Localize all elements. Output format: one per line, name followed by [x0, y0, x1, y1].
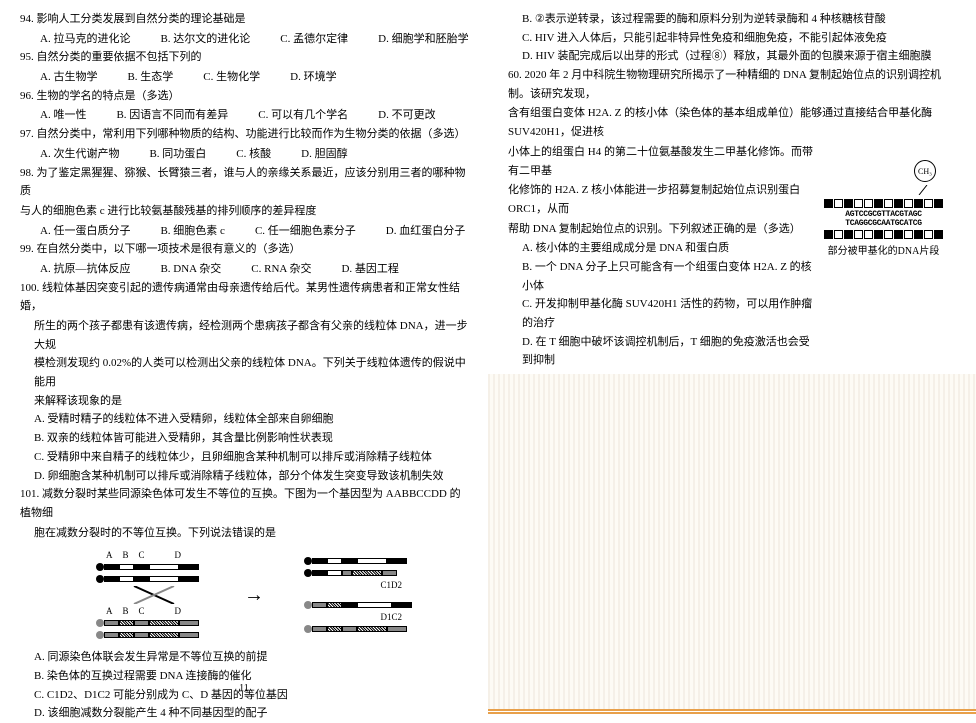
chromosome-diagram: A B C D A B C D → C1D2 D1C2 — [20, 550, 468, 640]
label-b2: B — [123, 606, 129, 616]
q94-text: 94. 影响人工分类发展到自然分类的理论基础是 — [20, 10, 468, 29]
q99-text: 99. 在自然分类中，以下哪一项技术是很有意义的（多选） — [20, 240, 468, 259]
right-page: B. ②表示逆转录，该过程需要的酶和原料分别为逆转录酶和 4 种核糖核苷酸 C.… — [488, 0, 976, 714]
q96-opt-b: B. 因语言不同而有差异 — [116, 106, 228, 125]
q99-opt-a: A. 抗原—抗体反应 — [40, 260, 130, 279]
q95-text: 95. 自然分类的重要依据不包括下列的 — [20, 48, 468, 67]
q97-options: A. 次生代谢产物 B. 同功蛋白 C. 核酸 D. 胆固醇 — [20, 145, 468, 164]
q97-opt-b: B. 同功蛋白 — [149, 145, 206, 164]
prev-opt-d: D. HIV 装配完成后以出芽的形式（过程⑧）释放，其最外面的包膜来源于宿主细胞… — [508, 47, 956, 66]
q94-options: A. 拉马克的进化论 B. 达尔文的进化论 C. 孟德尔定律 D. 细胞学和胚胎… — [20, 30, 468, 49]
q94-opt-c: C. 孟德尔定律 — [280, 30, 348, 49]
bottom-stripes — [488, 709, 976, 714]
q97-opt-c: C. 核酸 — [236, 145, 271, 164]
q100-text: 100. 线粒体基因突变引起的遗传病通常由母亲遗传给后代。某男性遗传病患者和正常… — [20, 279, 468, 316]
q100-line3: 来解释该现象的是 — [20, 392, 468, 411]
label-d1c2: D1C2 — [304, 612, 412, 622]
q100-opt-b: B. 双亲的线粒体皆可能进入受精卵，其含量比例影响性状表现 — [20, 429, 468, 448]
q100-opt-d: D. 卵细胞含某种机制可以排斥或消除精子线粒体，部分个体发生突变导致该机制失效 — [20, 467, 468, 486]
arrow-icon: → — [244, 584, 264, 607]
q97-opt-a: A. 次生代谢产物 — [40, 145, 119, 164]
q99-opt-c: C. RNA 杂交 — [251, 260, 311, 279]
chrom-right-group: C1D2 D1C2 — [304, 556, 412, 634]
q100-line2: 模检测发现约 0.02%的人类可以检测出父亲的线粒体 DNA。下列关于线粒体遗传… — [20, 354, 468, 391]
q60-line4: 帮助 DNA 复制起始位点的识别。下列叙述正确的是（多选） — [508, 220, 818, 239]
label-c2: C — [139, 606, 145, 616]
q100-line1: 所生的两个孩子都患有该遗传病，经检测两个患病孩子都含有父亲的线粒体 DNA，进一… — [20, 317, 468, 354]
left-page: 94. 影响人工分类发展到自然分类的理论基础是 A. 拉马克的进化论 B. 达尔… — [0, 0, 488, 714]
q95-opt-a: A. 古生物学 — [40, 68, 97, 87]
q99-opt-b: B. DNA 杂交 — [160, 260, 221, 279]
label-a: A — [106, 550, 113, 560]
q94-opt-d: D. 细胞学和胚胎学 — [378, 30, 468, 49]
chrom-left-group: A B C D A B C D — [96, 550, 204, 640]
q95-opt-b: B. 生态学 — [127, 68, 173, 87]
q101-opt-a: A. 同源染色体联会发生异常是不等位互换的前提 — [20, 648, 468, 667]
q96-opt-c: C. 可以有几个学名 — [258, 106, 348, 125]
q100-opt-c: C. 受精卵中来自精子的线粒体少，且卵细胞含某种机制可以排斥或消除精子线粒体 — [20, 448, 468, 467]
label-d: D — [175, 550, 182, 560]
q60-line3: 化修饰的 H2A. Z 核小体能进一步招募复制起始位点识别蛋白 ORC1，从而 — [508, 181, 818, 218]
q98-opt-d: D. 血红蛋白分子 — [386, 222, 465, 241]
q97-text: 97. 自然分类中，常利用下列哪种物质的结构、功能进行比较而作为生物分类的依据（… — [20, 125, 468, 144]
q96-opt-d: D. 不可更改 — [378, 106, 435, 125]
q95-opt-d: D. 环境学 — [290, 68, 336, 87]
q60-line1: 含有组蛋白变体 H2A. Z 的核小体（染色体的基本组成单位）能够通过直接结合甲… — [508, 104, 956, 141]
q95-options: A. 古生物学 B. 生态学 C. 生物化学 D. 环境学 — [20, 68, 468, 87]
label-d2: D — [175, 606, 182, 616]
label-c1d2: C1D2 — [304, 580, 412, 590]
prev-opt-b: B. ②表示逆转录，该过程需要的酶和原料分别为逆转录酶和 4 种核糖核苷酸 — [508, 10, 956, 29]
page-number: 11 — [239, 683, 249, 694]
q99-opt-d: D. 基因工程 — [341, 260, 398, 279]
q95-opt-c: C. 生物化学 — [203, 68, 260, 87]
prev-opt-c: C. HIV 进入人体后，只能引起非特异性免疫和细胞免疫，不能引起体液免疫 — [508, 29, 956, 48]
q98-options: A. 任一蛋白质分子 B. 细胞色素 c C. 任一细胞色素分子 D. 血红蛋白… — [20, 222, 468, 241]
q96-options: A. 唯一性 B. 因语言不同而有差异 C. 可以有几个学名 D. 不可更改 — [20, 106, 468, 125]
q98-opt-c: C. 任一细胞色素分子 — [255, 222, 356, 241]
q98-opt-b: B. 细胞色素 c — [160, 222, 224, 241]
q101-text: 101. 减数分裂时某些同源染色体可发生不等位的互换。下图为一个基因型为 AAB… — [20, 485, 468, 522]
q96-text: 96. 生物的学名的特点是（多选） — [20, 87, 468, 106]
q60-opt-a: A. 核小体的主要组成成分是 DNA 和蛋白质 — [508, 239, 818, 258]
q100-opt-a: A. 受精时精子的线粒体不进入受精卵，线粒体全部来自卵细胞 — [20, 410, 468, 429]
q99-options: A. 抗原—抗体反应 B. DNA 杂交 C. RNA 杂交 D. 基因工程 — [20, 260, 468, 279]
label-a2: A — [106, 606, 113, 616]
q60-opt-c: C. 开发抑制甲基化酶 SUV420H1 活性的药物，可以用作肿瘤的治疗 — [508, 295, 818, 332]
q101-text2: 胞在减数分裂时的不等位互换。下列说法错误的是 — [20, 524, 468, 543]
q98-text2: 与人的细胞色素 c 进行比较氨基酸残基的排列顺序的差异程度 — [20, 202, 468, 221]
q60-text: 60. 2020 年 2 月中科院生物物理研究所揭示了一种精细的 DNA 复制起… — [508, 66, 956, 103]
q60-line2: 小体上的组蛋白 H4 的第二十位氨基酸发生二甲基化修饰。而带有二甲基 — [508, 143, 818, 180]
stripe-background — [488, 374, 976, 714]
label-b: B — [123, 550, 129, 560]
crossover-icon — [104, 586, 204, 604]
q60-opt-b: B. 一个 DNA 分子上只可能含有一个组蛋白变体 H2A. Z 的核小体 — [508, 258, 818, 295]
q97-opt-d: D. 胆固醇 — [301, 145, 347, 164]
q98-text: 98. 为了鉴定黑猩猩、猕猴、长臂猿三者，谁与人的亲缘关系最近，应该分别用三者的… — [20, 164, 468, 201]
q94-opt-a: A. 拉马克的进化论 — [40, 30, 130, 49]
label-c: C — [139, 550, 145, 560]
q94-opt-b: B. 达尔文的进化论 — [160, 30, 250, 49]
q60-opt-d: D. 在 T 细胞中破坏该调控机制后，T 细胞的免疫激活也会受到抑制 — [508, 333, 818, 370]
q96-opt-a: A. 唯一性 — [40, 106, 86, 125]
q98-opt-a: A. 任一蛋白质分子 — [40, 222, 130, 241]
